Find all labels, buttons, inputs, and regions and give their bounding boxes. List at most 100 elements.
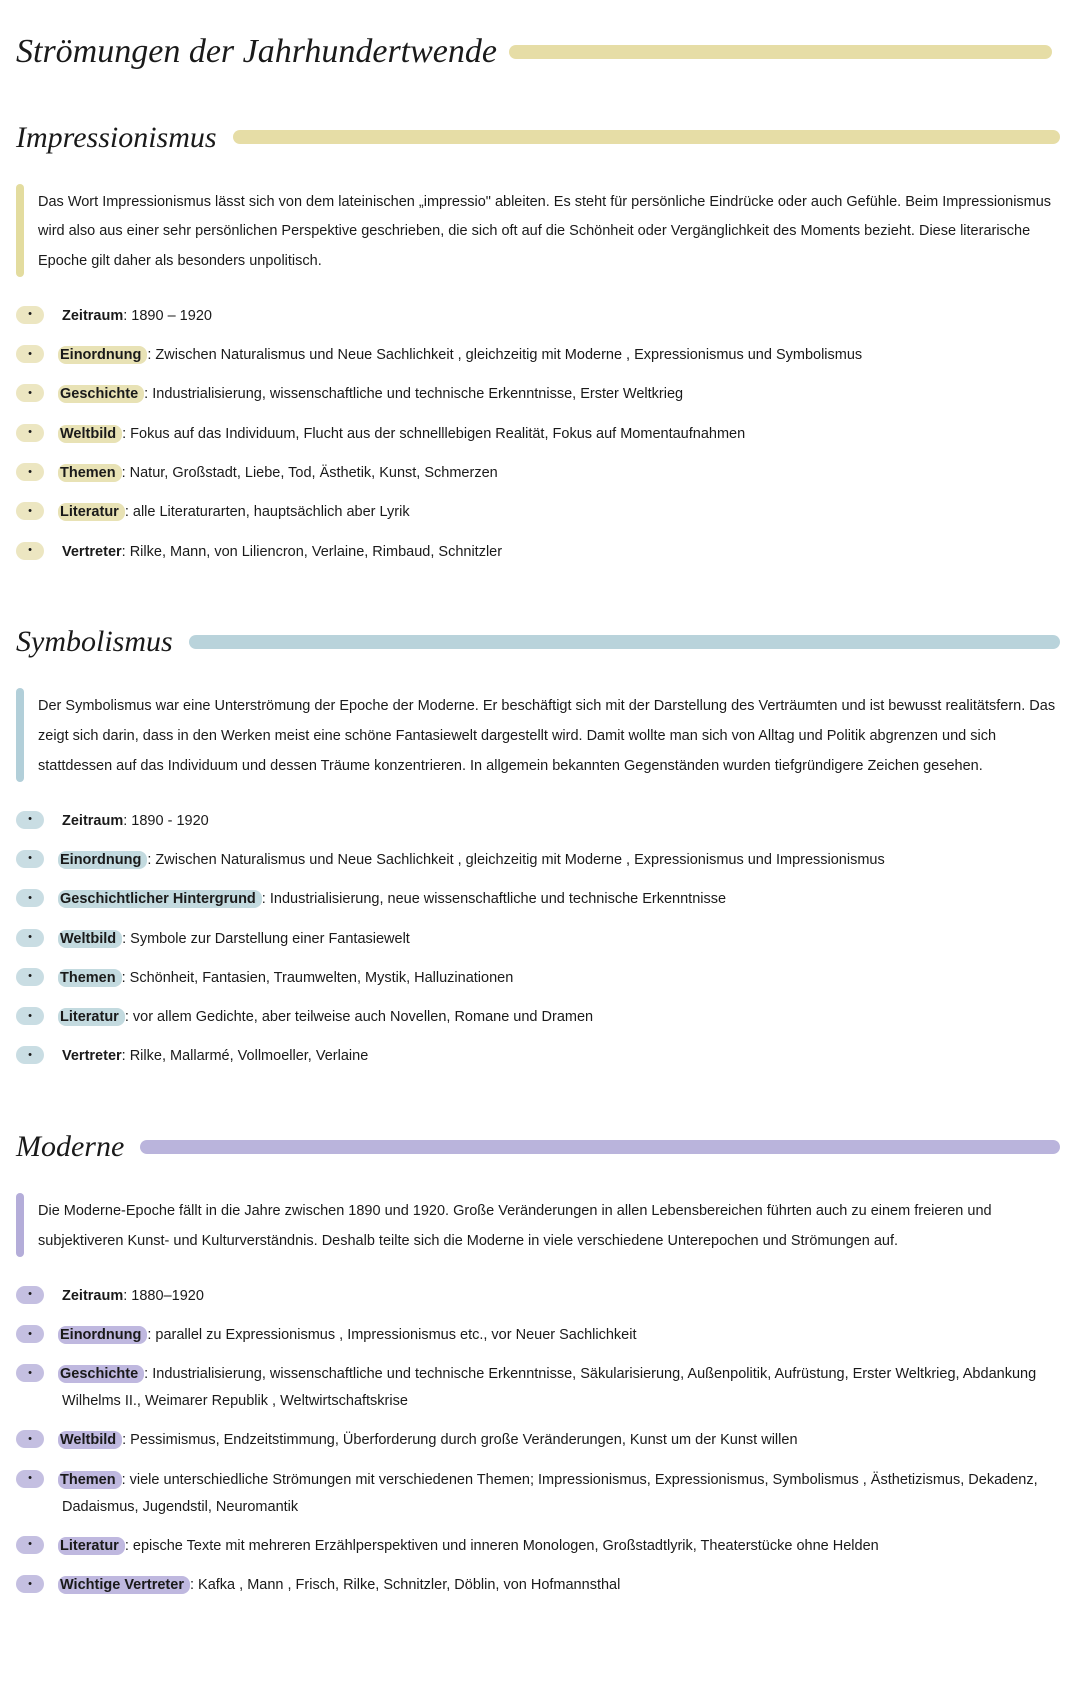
feature-text: : Schönheit, Fantasien, Traumwelten, Mys… [122,970,514,986]
bullet-icon: • [16,850,44,868]
feature-item: • Themen: Schönheit, Fantasien, Traumwelt… [16,965,1064,992]
feature-text: : Industrialisierung, wissenschaftliche … [144,386,683,402]
feature-label: Einordnung [58,1326,147,1344]
feature-body: Themen: Natur, Großstadt, Liebe, Tod, Äs… [62,460,498,487]
feature-label: Literatur [58,503,125,521]
feature-body: Geschichte: Industrialisierung, wissensc… [62,1361,1064,1415]
feature-text: : 1890 – 1920 [123,308,212,324]
feature-text: : Symbole zur Darstellung einer Fantasie… [122,931,410,947]
bullet-icon: • [16,542,44,560]
feature-text: : 1890 - 1920 [123,813,208,829]
intro-text: Das Wort Impressionismus lässt sich von … [38,184,1058,277]
feature-body: Literatur: vor allem Gedichte, aber teil… [62,1004,593,1031]
feature-text: : Zwischen Naturalismus und Neue Sachlic… [147,347,862,363]
feature-text: : epische Texte mit mehreren Erzählpersp… [125,1538,879,1554]
feature-label: Zeitraum [62,1288,123,1304]
feature-item: • Themen: Natur, Großstadt, Liebe, Tod, Ä… [16,460,1064,487]
bullet-icon: • [16,345,44,363]
feature-label: Literatur [58,1537,125,1555]
feature-item: • Einordnung: Zwischen Naturalismus und N… [16,342,1064,369]
feature-item: • Zeitraum: 1890 - 1920 [16,808,1064,835]
feature-item: •Vertreter: Rilke, Mallarmé, Vollmoeller… [16,1043,1064,1070]
feature-item: • Geschichte: Industrialisierung, wissens… [16,1361,1064,1415]
intro-accent-bar [16,184,24,277]
section-title-text: Moderne [16,1118,124,1175]
bullet-icon: • [16,1536,44,1554]
feature-list: • Zeitraum: 1890 – 1920 • Einordnung: Zwisc… [16,303,1064,566]
bullet-icon: • [16,1364,44,1382]
feature-text: : Rilke, Mallarmé, Vollmoeller, Verlaine [122,1048,369,1064]
feature-label: Vertreter [62,544,122,560]
feature-body: Vertreter: Rilke, Mann, von Liliencron, … [62,539,502,566]
feature-item: • Einordnung: Zwischen Naturalismus und N… [16,847,1064,874]
intro-block: Die Moderne-Epoche fällt in die Jahre zw… [16,1193,1064,1256]
feature-text: : Pessimismus, Endzeitstimmung, Überford… [122,1432,797,1448]
bullet-icon: • [16,889,44,907]
feature-label: Geschichte [58,1365,144,1383]
feature-label: Geschichte [58,385,144,403]
feature-label: Einordnung [58,851,147,869]
bullet-icon: • [16,1286,44,1304]
feature-body: Weltbild: Pessimismus, Endzeitstimmung, … [62,1427,798,1454]
bullet-icon: • [16,463,44,481]
section-title-impressionismus: Impressionismus [16,109,1064,166]
feature-body: Themen: Schönheit, Fantasien, Traumwelte… [62,965,513,992]
feature-body: Literatur: epische Texte mit mehreren Er… [62,1533,879,1560]
bullet-icon: • [16,306,44,324]
feature-text: : Zwischen Naturalismus und Neue Sachlic… [147,852,884,868]
feature-body: Geschichtlicher Hintergrund: Industriali… [62,886,726,913]
bullet-icon: • [16,968,44,986]
feature-label: Zeitraum [62,308,123,324]
feature-item: •Geschichte: Industrialisierung, wissens… [16,381,1064,408]
feature-label: Wichtige Vertreter [58,1576,190,1594]
bullet-icon: • [16,811,44,829]
feature-item: • Zeitraum: 1890 – 1920 [16,303,1064,330]
bullet-icon: • [16,424,44,442]
intro-block: Der Symbolismus war eine Unterströmung d… [16,688,1064,781]
feature-text: : viele unterschiedliche Strömungen mit … [62,1472,1038,1515]
bullet-icon: • [16,1007,44,1025]
feature-label: Themen [58,969,122,987]
section-title-rule [140,1140,1060,1154]
bullet-icon: • [16,929,44,947]
feature-label: Weltbild [58,930,122,948]
feature-text: : Kafka , Mann , Frisch, Rilke, Schnitzl… [190,1577,620,1593]
feature-item: • Literatur: epische Texte mit mehreren E… [16,1533,1064,1560]
section-title-moderne: Moderne [16,1118,1064,1175]
feature-body: Literatur: alle Literaturarten, hauptsäc… [62,499,410,526]
feature-text: : 1880–1920 [123,1288,204,1304]
feature-body: Wichtige Vertreter: Kafka , Mann , Frisc… [62,1572,620,1599]
page-title-rule [509,45,1052,59]
feature-body: Weltbild: Symbole zur Darstellung einer … [62,926,410,953]
feature-label: Geschichtlicher Hintergrund [58,890,262,908]
bullet-icon: • [16,1325,44,1343]
page-title-text: Strömungen der Jahrhundertwende [16,20,497,85]
bullet-icon: • [16,1575,44,1593]
page-title: Strömungen der Jahrhundertwende [16,20,1064,85]
feature-body: Einordnung: Zwischen Naturalismus und Ne… [62,342,862,369]
intro-text: Der Symbolismus war eine Unterströmung d… [38,688,1058,781]
feature-text: : Rilke, Mann, von Liliencron, Verlaine,… [122,544,502,560]
feature-list: •Zeitraum: 1880–1920•Einordnung: paralle… [16,1283,1064,1599]
feature-body: Zeitraum: 1890 - 1920 [62,808,209,835]
feature-item: • Literatur: vor allem Gedichte, aber tei… [16,1004,1064,1031]
intro-accent-bar [16,688,24,781]
feature-label: Vertreter [62,1048,122,1064]
feature-label: Themen [58,1471,122,1489]
feature-item: • Vertreter: Rilke, Mann, von Liliencron,… [16,539,1064,566]
feature-item: •Weltbild: Pessimismus, Endzeitstimmung,… [16,1427,1064,1454]
feature-body: Vertreter: Rilke, Mallarmé, Vollmoeller,… [62,1043,368,1070]
section-title-symbolismus: Symbolismus [16,613,1064,670]
feature-label: Weltbild [58,1431,122,1449]
feature-label: Weltbild [58,425,122,443]
feature-text: : Industrialisierung, wissenschaftliche … [62,1366,1036,1409]
intro-accent-bar [16,1193,24,1256]
feature-item: •Einordnung: parallel zu Expressionismus… [16,1322,1064,1349]
feature-text: : alle Literaturarten, hauptsächlich abe… [125,504,410,520]
feature-body: Weltbild: Fokus auf das Individuum, Fluc… [62,421,745,448]
feature-label: Zeitraum [62,813,123,829]
feature-body: Zeitraum: 1890 – 1920 [62,303,212,330]
feature-text: : Fokus auf das Individuum, Flucht aus d… [122,426,745,442]
intro-block: Das Wort Impressionismus lässt sich von … [16,184,1064,277]
feature-item: • Wichtige Vertreter: Kafka , Mann , Fris… [16,1572,1064,1599]
